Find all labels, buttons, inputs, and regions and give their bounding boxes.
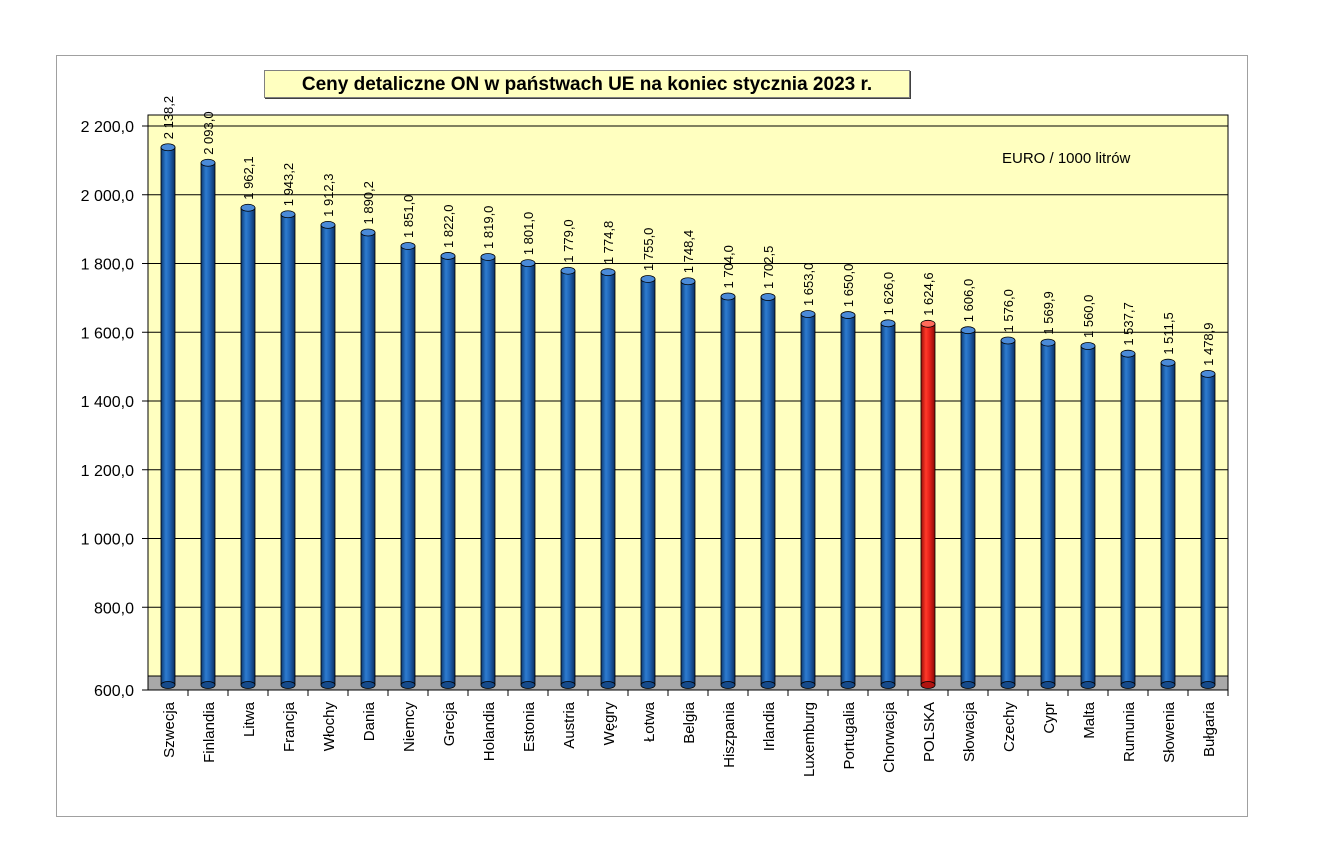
y-tick-label: 1 000,0 bbox=[81, 532, 134, 549]
x-tick-label: Słowacja bbox=[961, 701, 978, 762]
x-tick-label: Hiszpania bbox=[721, 701, 738, 768]
bar bbox=[320, 220, 336, 689]
x-tick-label: POLSKA bbox=[921, 702, 938, 762]
x-tick-label: Czechy bbox=[1001, 702, 1018, 753]
bar-value-label: 1 569,9 bbox=[1041, 291, 1056, 334]
bar-value-label: 1 748,4 bbox=[681, 230, 696, 273]
x-tick-label: Estonia bbox=[521, 701, 538, 752]
bar bbox=[1120, 349, 1136, 689]
bar-value-label: 1 624,6 bbox=[921, 272, 936, 315]
bar bbox=[560, 266, 576, 689]
x-tick-label: Francja bbox=[281, 701, 298, 752]
x-tick-label: Austria bbox=[561, 701, 578, 748]
y-tick-label: 1 400,0 bbox=[81, 394, 134, 411]
x-tick-label: Irlandia bbox=[761, 701, 778, 751]
unit-label: EURO / 1000 litrów bbox=[1002, 150, 1131, 167]
y-tick-label: 600,0 bbox=[94, 683, 134, 700]
bar bbox=[440, 252, 456, 689]
bar-value-label: 1 851,0 bbox=[401, 195, 416, 238]
bar-value-label: 1 801,0 bbox=[521, 212, 536, 255]
bar bbox=[720, 292, 736, 689]
bar-value-label: 1 819,0 bbox=[481, 206, 496, 249]
bar-value-label: 1 537,7 bbox=[1121, 302, 1136, 345]
bar bbox=[480, 253, 496, 689]
bar-value-label: 1 626,0 bbox=[881, 272, 896, 315]
bar-value-label: 1 822,0 bbox=[441, 205, 456, 248]
bar bbox=[240, 203, 256, 689]
bar-value-label: 1 650,0 bbox=[841, 264, 856, 307]
bar-value-label: 1 962,1 bbox=[241, 156, 256, 199]
x-tick-label: Dania bbox=[361, 701, 378, 741]
x-tick-label: Słowenia bbox=[1161, 701, 1178, 763]
bar-value-label: 1 653,0 bbox=[801, 263, 816, 306]
x-tick-label: Szwecja bbox=[161, 701, 178, 758]
bar bbox=[640, 275, 656, 689]
bar-value-label: 2 138,2 bbox=[161, 96, 176, 139]
x-tick-label: Chorwacja bbox=[881, 701, 898, 773]
bar-value-label: 1 576,0 bbox=[1001, 289, 1016, 332]
bar-value-label: 1 511,5 bbox=[1161, 312, 1176, 354]
bar-value-label: 1 779,0 bbox=[561, 219, 576, 262]
bar bbox=[1000, 336, 1016, 689]
x-tick-label: Litwa bbox=[241, 701, 258, 737]
x-tick-label: Finlandia bbox=[201, 701, 218, 763]
bar bbox=[880, 319, 896, 689]
bar-value-label: 1 702,5 bbox=[761, 246, 776, 289]
x-tick-label: Grecja bbox=[441, 701, 458, 746]
bar-value-label: 1 478,9 bbox=[1201, 323, 1216, 366]
bar bbox=[1080, 342, 1096, 689]
y-tick-label: 1 800,0 bbox=[81, 257, 134, 274]
y-tick-label: 1 200,0 bbox=[81, 463, 134, 480]
x-tick-label: Niemcy bbox=[401, 702, 418, 753]
bar bbox=[680, 277, 696, 689]
bar bbox=[280, 210, 296, 689]
bar bbox=[1040, 338, 1056, 689]
bar-value-label: 1 890,2 bbox=[361, 181, 376, 224]
bar-value-label: 1 943,2 bbox=[281, 163, 296, 206]
bar-value-label: 1 912,3 bbox=[321, 174, 336, 217]
bar-highlight bbox=[920, 319, 936, 689]
bar bbox=[600, 268, 616, 689]
bar-value-label: 1 606,0 bbox=[961, 279, 976, 322]
y-tick-label: 2 200,0 bbox=[81, 119, 134, 136]
x-tick-label: Portugalia bbox=[841, 701, 858, 769]
bar bbox=[840, 311, 856, 689]
chart-title: Ceny detaliczne ON w państwach UE na kon… bbox=[264, 70, 910, 98]
y-tick-label: 800,0 bbox=[94, 600, 134, 617]
x-tick-label: Malta bbox=[1081, 701, 1098, 738]
bar bbox=[800, 310, 816, 689]
bar bbox=[160, 143, 176, 689]
x-tick-label: Włochy bbox=[321, 702, 338, 752]
bar-value-label: 2 093,0 bbox=[201, 111, 216, 154]
bar bbox=[760, 293, 776, 689]
bar bbox=[960, 326, 976, 689]
bar-value-label: 1 704,0 bbox=[721, 245, 736, 288]
bar bbox=[200, 158, 216, 689]
bar-value-label: 1 774,8 bbox=[601, 221, 616, 264]
x-tick-label: Cypr bbox=[1041, 702, 1058, 734]
x-tick-label: Belgia bbox=[681, 701, 698, 743]
x-tick-label: Holandia bbox=[481, 701, 498, 761]
x-tick-label: Luxemburg bbox=[801, 702, 818, 777]
bar bbox=[520, 259, 536, 689]
bar bbox=[400, 242, 416, 689]
x-tick-label: Węgry bbox=[601, 702, 618, 746]
bar bbox=[1160, 358, 1176, 689]
x-tick-label: Rumunia bbox=[1121, 701, 1138, 762]
y-tick-label: 1 600,0 bbox=[81, 325, 134, 342]
bar-value-label: 1 755,0 bbox=[641, 228, 656, 271]
x-tick-label: Bułgaria bbox=[1201, 701, 1218, 757]
x-tick-label: Łotwa bbox=[641, 701, 658, 742]
bar-value-label: 1 560,0 bbox=[1081, 295, 1096, 338]
bar bbox=[1200, 369, 1216, 689]
y-tick-label: 2 000,0 bbox=[81, 188, 134, 205]
bar bbox=[360, 228, 376, 689]
